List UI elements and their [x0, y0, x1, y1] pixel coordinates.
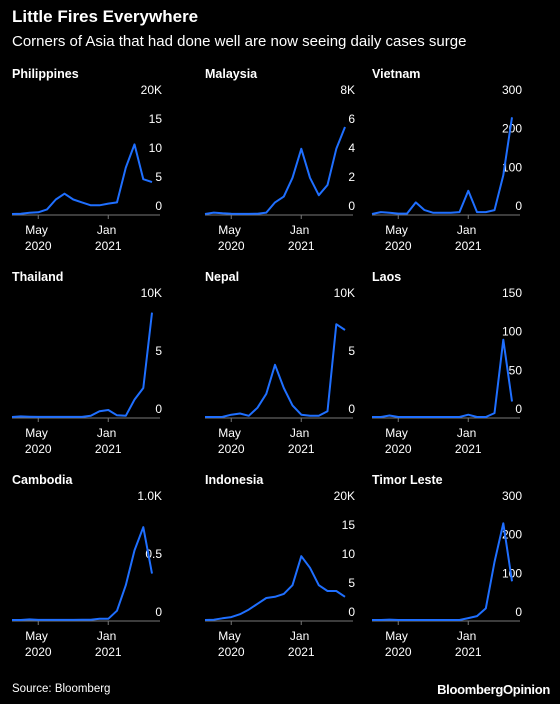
y-tick-label: 15 — [342, 518, 356, 532]
x-tick-label: Jan 2021 — [288, 426, 315, 456]
brand: BloombergOpinion — [437, 682, 550, 697]
page-subtitle: Corners of Asia that had done well are n… — [12, 33, 466, 50]
panel-title: Malaysia — [205, 67, 258, 81]
y-tick-label: 0 — [155, 605, 162, 619]
y-tick-label: 5 — [348, 576, 355, 590]
x-tick-label: Jan 2021 — [95, 426, 122, 456]
panel-title: Timor Leste — [372, 473, 443, 487]
y-tick-label: 200 — [502, 122, 522, 136]
series-line — [372, 522, 513, 621]
y-tick-label: 0 — [515, 199, 522, 213]
x-tick-label: Jan 2021 — [95, 629, 122, 659]
x-tick-label: Jan 2021 — [455, 629, 482, 659]
series-line — [12, 526, 153, 621]
x-tick-label: Jan 2021 — [95, 223, 122, 253]
y-tick-label: 6 — [348, 112, 355, 126]
panel-title: Laos — [372, 270, 401, 284]
y-tick-label: 100 — [502, 566, 522, 580]
series-line — [371, 117, 513, 215]
y-tick-label: 100 — [502, 160, 522, 174]
y-tick-label: 4 — [348, 141, 355, 155]
y-tick-label: 10K — [334, 286, 355, 300]
x-tick-label: May 2020 — [218, 629, 245, 659]
y-tick-label: 0 — [155, 199, 162, 213]
y-tick-label: 50 — [509, 363, 523, 377]
y-tick-label: 0 — [515, 605, 522, 619]
y-tick-label: 0 — [348, 605, 355, 619]
x-tick-label: Jan 2021 — [455, 426, 482, 456]
y-tick-label: 0 — [348, 199, 355, 213]
x-tick-label: Jan 2021 — [288, 629, 315, 659]
panel-title: Cambodia — [12, 473, 73, 487]
series-line — [204, 555, 346, 621]
series-line — [372, 338, 513, 418]
panel-title: Thailand — [12, 270, 63, 284]
y-tick-label: 20K — [141, 83, 162, 97]
y-tick-label: 20K — [334, 489, 355, 503]
y-tick-label: 200 — [502, 528, 522, 542]
x-tick-label: May 2020 — [385, 426, 412, 456]
series-line — [11, 312, 153, 418]
y-tick-label: 2 — [348, 170, 355, 184]
panel-title: Philippines — [12, 67, 79, 81]
panel-title: Nepal — [205, 270, 239, 284]
y-tick-label: 150 — [502, 286, 522, 300]
y-tick-label: 5 — [348, 344, 355, 358]
y-tick-label: 0 — [348, 402, 355, 416]
y-tick-label: 5 — [155, 170, 162, 184]
series-line — [204, 126, 346, 215]
x-tick-label: May 2020 — [25, 426, 52, 456]
y-tick-label: 15 — [149, 112, 163, 126]
y-tick-label: 100 — [502, 325, 522, 339]
x-tick-label: May 2020 — [385, 223, 412, 253]
x-tick-label: May 2020 — [25, 223, 52, 253]
series-line — [205, 323, 346, 418]
y-tick-label: 8K — [340, 83, 355, 97]
y-tick-label: 1.0K — [137, 489, 162, 503]
x-tick-label: Jan 2021 — [455, 223, 482, 253]
y-tick-label: 10 — [149, 141, 163, 155]
x-tick-label: May 2020 — [218, 426, 245, 456]
x-tick-label: May 2020 — [25, 629, 52, 659]
y-tick-label: 300 — [502, 83, 522, 97]
y-tick-label: 0 — [155, 402, 162, 416]
source: Source: Bloomberg — [12, 683, 110, 695]
x-tick-label: May 2020 — [218, 223, 245, 253]
y-tick-label: 5 — [155, 344, 162, 358]
panel-title: Indonesia — [205, 473, 264, 487]
y-tick-label: 300 — [502, 489, 522, 503]
y-tick-label: 10 — [342, 547, 356, 561]
x-tick-label: Jan 2021 — [288, 223, 315, 253]
panel-title: Vietnam — [372, 67, 420, 81]
y-tick-label: 0 — [515, 402, 522, 416]
x-tick-label: May 2020 — [385, 629, 412, 659]
series-line — [11, 143, 153, 215]
page-title: Little Fires Everywhere — [12, 7, 198, 26]
y-tick-label: 10K — [141, 286, 162, 300]
